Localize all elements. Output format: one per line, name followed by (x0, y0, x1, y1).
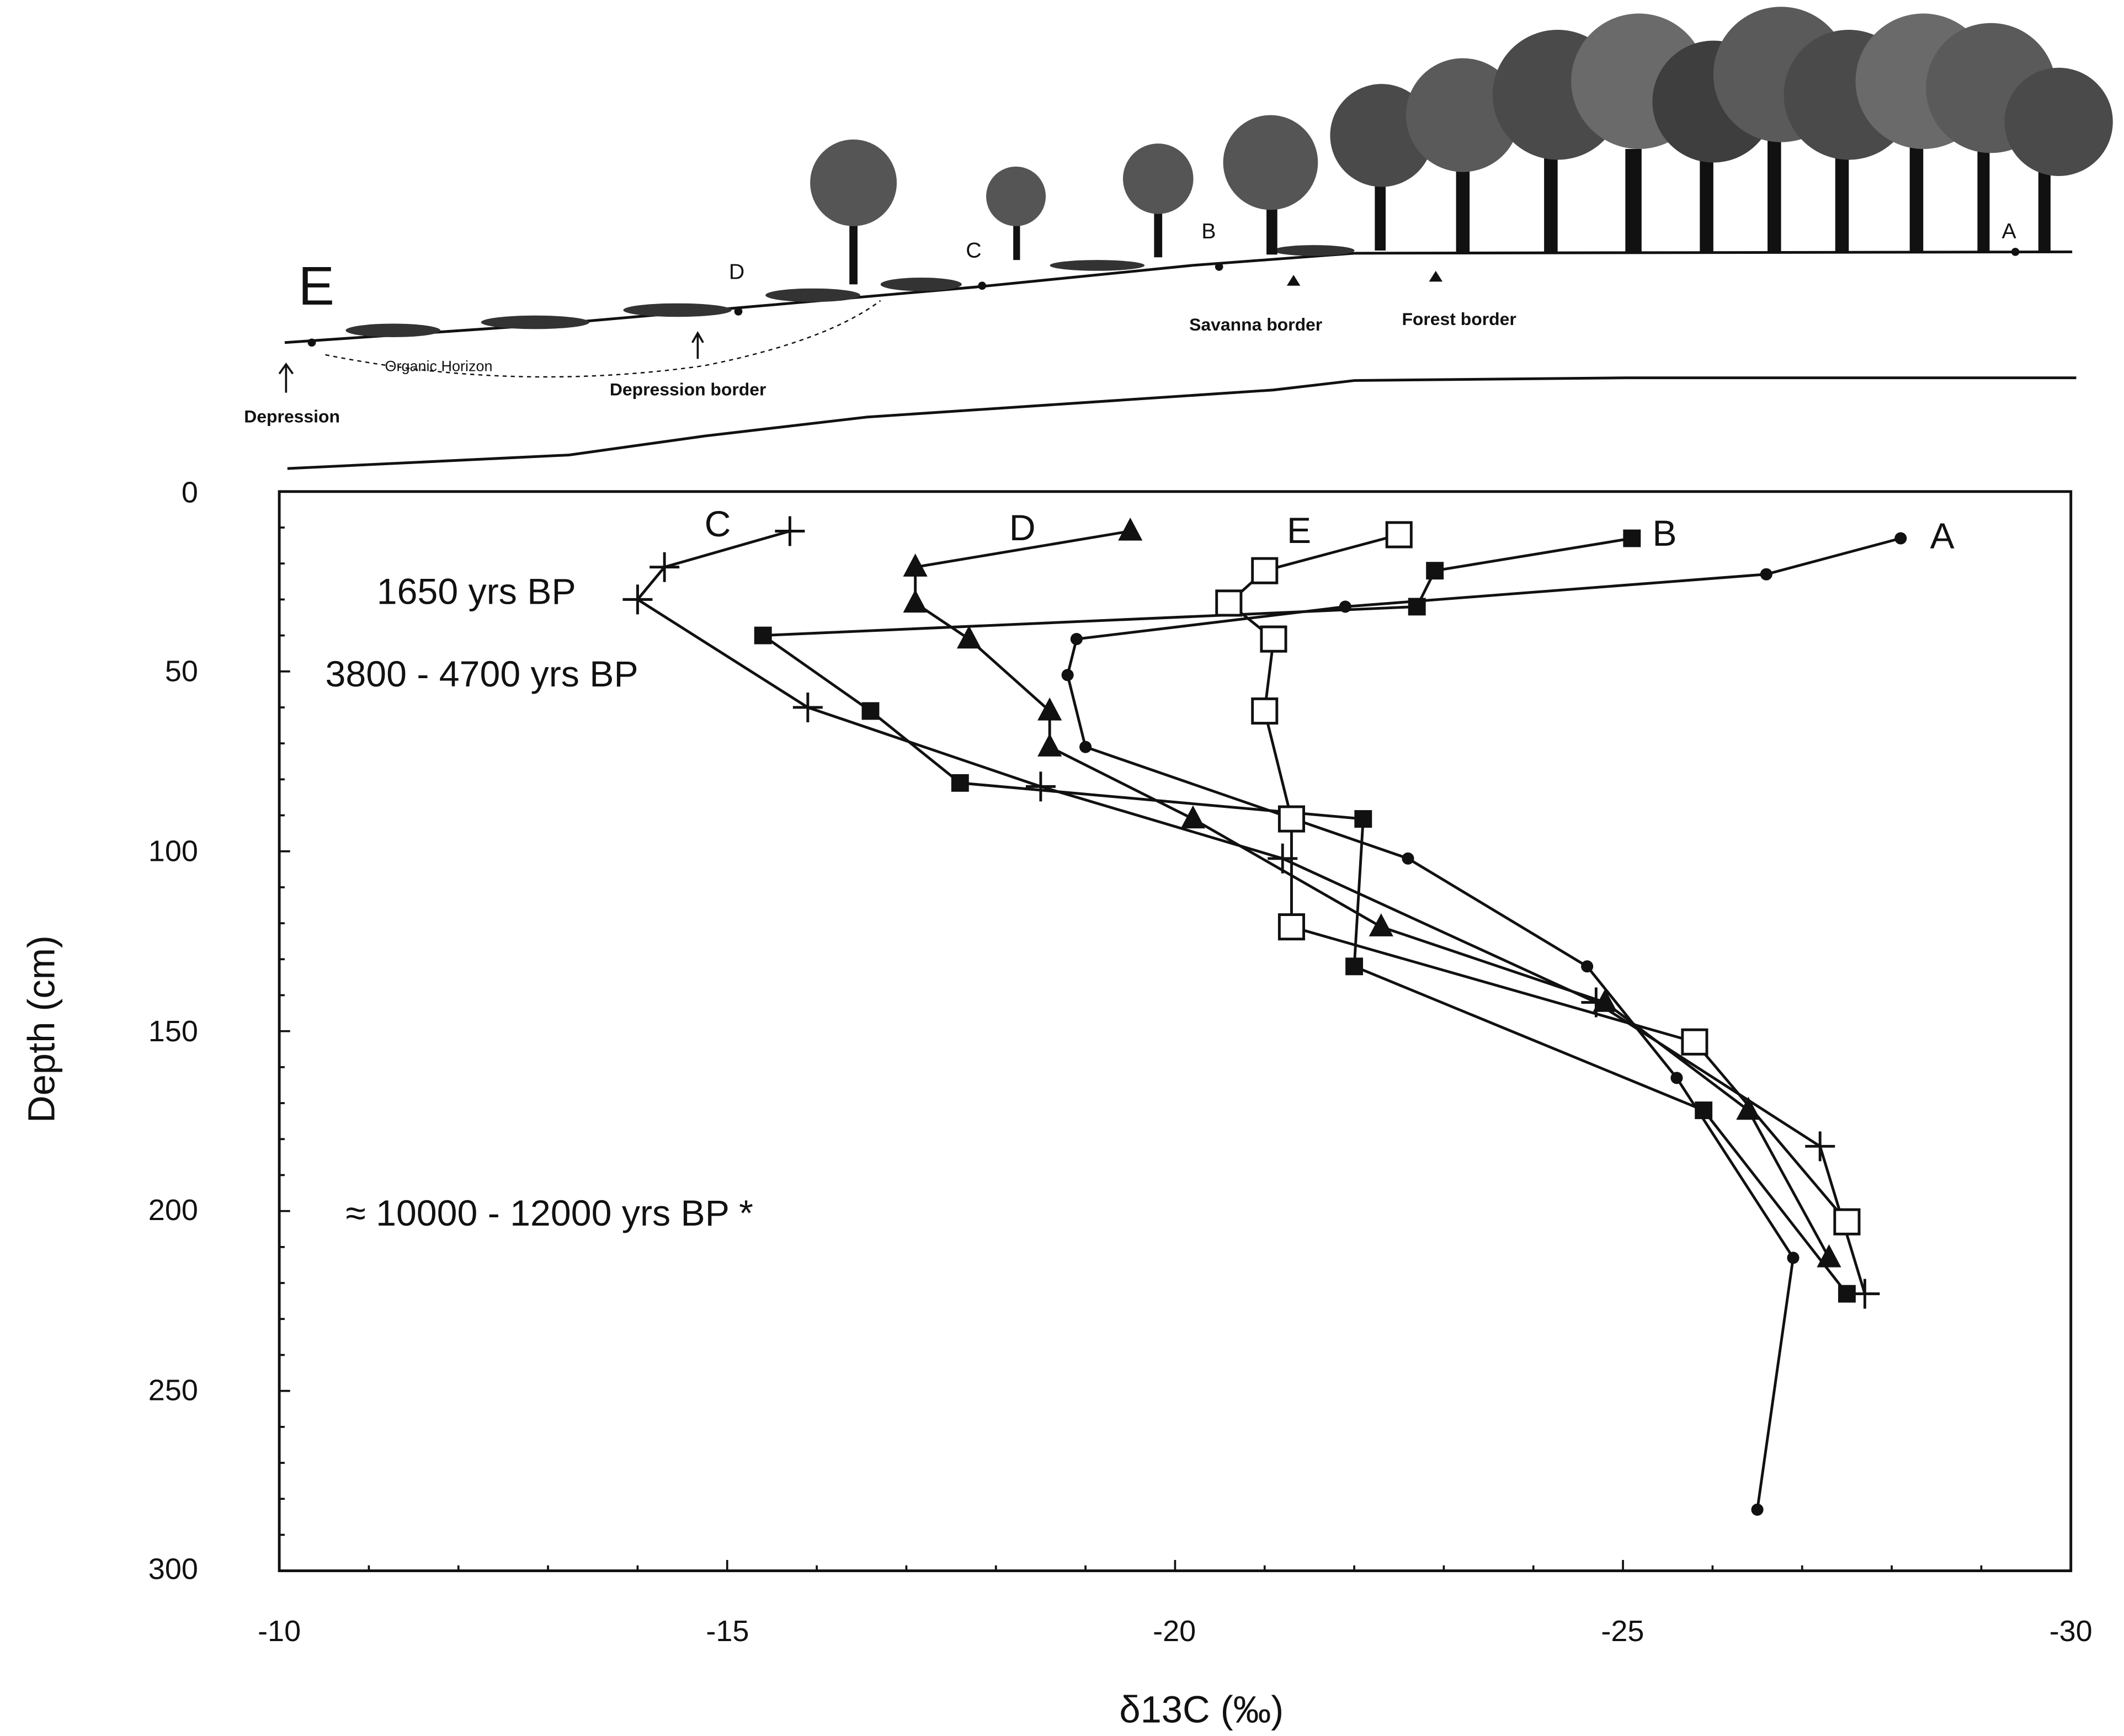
series-layer (622, 516, 1907, 1516)
ground-surface-line (284, 250, 2073, 344)
data-point-a (1670, 1072, 1683, 1084)
data-point-c (1850, 1279, 1880, 1309)
x-tick-label: -15 (706, 1615, 749, 1648)
annotation-3800-4700: 3800 - 4700 yrs BP (326, 654, 638, 695)
series-label-c: C (705, 504, 731, 545)
data-point-d (1736, 1096, 1761, 1120)
data-point-a (1079, 741, 1092, 753)
data-point-d (903, 553, 928, 577)
depression-label: Depression (244, 407, 340, 427)
data-point-b (1426, 562, 1444, 580)
data-point-e (1251, 557, 1279, 584)
data-point-b (951, 774, 969, 792)
data-point-b (1695, 1101, 1713, 1120)
site-label-c: C (966, 238, 981, 262)
transect-sketch: E D C B A Savanna border Forest border D… (244, 7, 2113, 470)
depression-border-label: Depression border (610, 380, 766, 400)
data-point-e (1277, 913, 1305, 941)
data-point-d (903, 589, 928, 613)
data-point-a (1339, 600, 1351, 613)
series-label-a: A (1930, 516, 1955, 557)
data-point-e (1277, 805, 1305, 833)
depression-arrows (278, 331, 704, 393)
x-tick-label: -30 (2050, 1615, 2093, 1648)
data-point-b (1354, 810, 1372, 828)
x-tick-label: -10 (258, 1615, 301, 1648)
y-tick-label: 250 (148, 1373, 198, 1407)
data-point-a (1751, 1503, 1764, 1516)
data-point-e (1215, 589, 1243, 617)
plot-area: -10 -15 -20 -25 -30 0 50 100 150 200 250… (20, 476, 2093, 1730)
data-point-c (1268, 843, 1298, 874)
data-point-d (1369, 913, 1393, 936)
site-markers (307, 248, 2020, 347)
axis-ticks (278, 490, 2072, 1572)
data-point-e (1833, 1208, 1861, 1236)
data-point-d (1037, 697, 1062, 721)
y-tick-label: 100 (148, 835, 198, 868)
annotation-1650: 1650 yrs BP (377, 571, 576, 612)
data-point-c (775, 516, 805, 546)
data-point-d (1593, 989, 1617, 1012)
data-point-a (1402, 852, 1414, 865)
y-axis-title: Depth (cm) (20, 935, 63, 1123)
bedrock-line (287, 376, 2077, 470)
forest-border-label: Forest border (1402, 309, 1516, 329)
series-line-d (914, 530, 1830, 1259)
data-point-b (1345, 957, 1364, 976)
data-point-d (956, 625, 982, 649)
y-tick-labels: 0 50 100 150 200 250 300 (148, 476, 198, 1585)
y-tick-label: 200 (148, 1194, 198, 1227)
forest-trees (810, 7, 2113, 285)
savanna-border-label: Savanna border (1189, 315, 1322, 334)
plot-frame (278, 490, 2073, 1573)
data-point-e (1260, 625, 1287, 653)
data-point-d (1037, 733, 1062, 757)
series-label-b: B (1652, 513, 1676, 554)
data-point-e (1251, 697, 1279, 725)
data-point-a (1787, 1252, 1800, 1264)
x-tick-labels: -10 -15 -20 -25 -30 (258, 1615, 2093, 1648)
data-point-a (1760, 568, 1772, 581)
data-point-a (1581, 960, 1594, 973)
series-line-b (759, 537, 1848, 1295)
data-point-b (1408, 598, 1426, 616)
series-label-d: D (1009, 508, 1036, 549)
annotation-10000-12000: ≈ 10000 - 12000 yrs BP * (345, 1193, 753, 1234)
data-point-a (1070, 633, 1083, 646)
series-line-c (635, 530, 1866, 1295)
x-tick-label: -20 (1153, 1615, 1196, 1648)
data-point-b (754, 626, 772, 645)
data-point-d (1817, 1244, 1841, 1268)
data-point-a (1061, 669, 1074, 681)
data-point-e (1681, 1028, 1708, 1056)
data-point-c (622, 584, 653, 615)
x-tick-label: -25 (1601, 1615, 1644, 1648)
data-point-b (861, 702, 880, 720)
y-tick-label: 150 (148, 1015, 198, 1048)
data-point-d (1180, 805, 1205, 829)
site-label-b: B (1201, 219, 1216, 243)
data-point-c (650, 552, 680, 582)
x-axis-title: δ13C (‰) (1119, 1688, 1284, 1730)
site-label-d: D (729, 260, 744, 284)
y-tick-label: 300 (148, 1552, 198, 1585)
data-point-c (792, 692, 823, 722)
organic-horizon-label: Organic Horizon (385, 358, 493, 374)
grass-tufts (345, 245, 1355, 338)
y-tick-label: 0 (182, 476, 198, 509)
data-point-a (1894, 532, 1907, 545)
data-point-c (1025, 771, 1056, 802)
site-label-a: A (2002, 219, 2017, 243)
site-label-e: E (298, 255, 334, 316)
data-point-d (1118, 517, 1143, 541)
data-point-b (1623, 529, 1641, 547)
series-line-a (1066, 537, 1901, 1510)
data-point-c (1805, 1131, 1835, 1162)
data-point-e (1385, 521, 1413, 549)
series-label-e: E (1287, 510, 1311, 551)
y-tick-label: 50 (165, 654, 198, 688)
